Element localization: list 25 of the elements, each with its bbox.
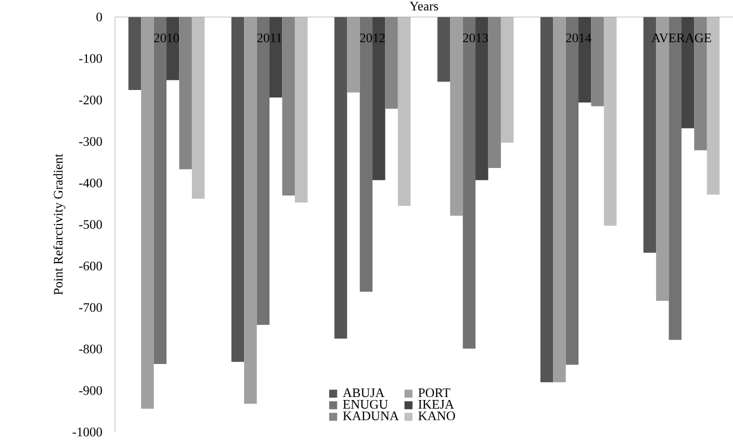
x-tick-label: 2011: [257, 34, 282, 42]
y-tick-label: -1000: [72, 428, 102, 436]
y-tick-label: -400: [79, 178, 102, 188]
x-tick-label: AVERAGE: [651, 34, 712, 42]
legend-label: ABUJA: [342, 388, 384, 398]
x-tick-label: 2010: [154, 34, 179, 42]
y-tick-label: -200: [79, 96, 102, 104]
x-axis-title: Years: [410, 2, 438, 10]
legend-label: KANO: [418, 412, 456, 420]
y-tick-label: -300: [79, 137, 102, 146]
y-tick-label: -600: [79, 262, 102, 270]
y-tick-label: -800: [79, 344, 102, 354]
y-axis-title: Point Refarctivity Gradient: [53, 154, 66, 295]
x-tick-label: 2013: [463, 34, 488, 42]
x-tick-label: 2012: [360, 34, 385, 42]
y-tick-label: -100: [79, 54, 102, 63]
y-tick-label: -700: [79, 303, 102, 312]
legend-label: IKEJA: [418, 400, 454, 409]
y-tick-label: -900: [79, 386, 102, 395]
legend-label: PORT: [418, 388, 450, 398]
y-tick-label: -500: [79, 220, 102, 229]
legend-label: KADUNA: [343, 412, 399, 420]
y-tick-label: 0: [96, 12, 102, 22]
legend-label: ENUGU: [343, 400, 388, 409]
x-tick-label: 2014: [566, 34, 592, 42]
